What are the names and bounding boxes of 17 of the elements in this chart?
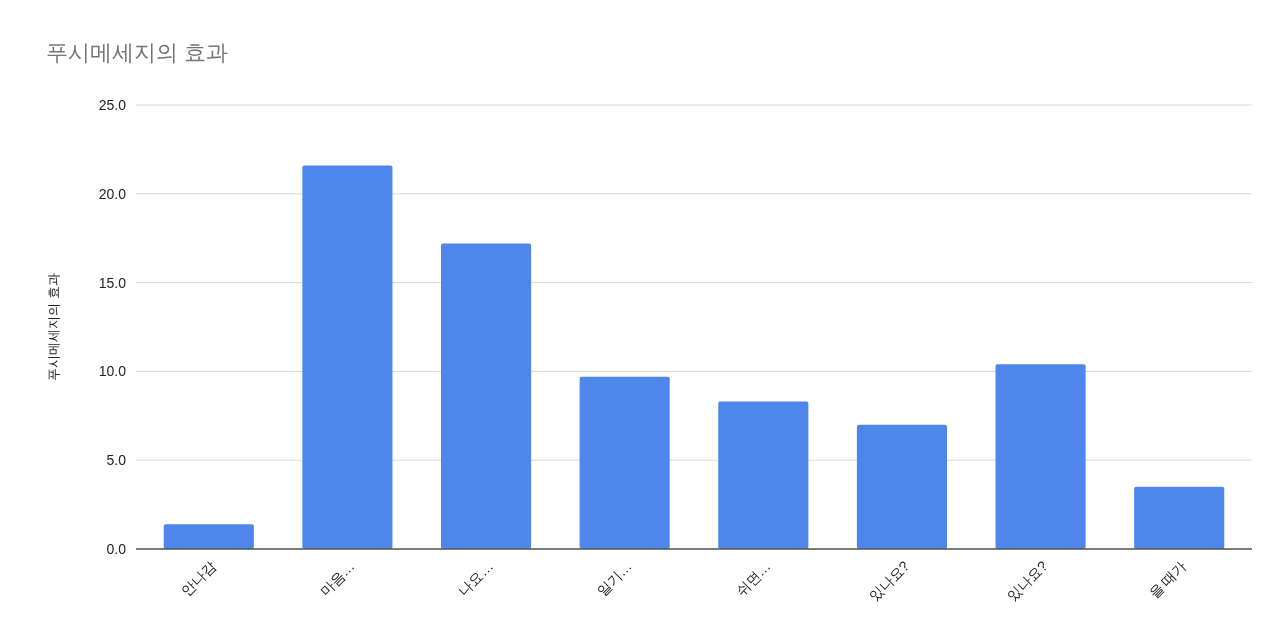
bar <box>995 364 1086 549</box>
y-tick-label: 10.0 <box>98 363 127 380</box>
y-tick-label: 20.0 <box>98 185 127 202</box>
bar <box>1134 486 1225 549</box>
y-tick-label: 0.0 <box>106 540 127 557</box>
bar <box>579 376 670 549</box>
bar <box>163 524 254 549</box>
y-tick-label: 5.0 <box>106 452 127 469</box>
y-tick-label: 25.0 <box>98 96 127 113</box>
y-tick-label: 15.0 <box>98 274 127 291</box>
x-tick-label: 을 때가 <box>1145 557 1190 602</box>
y-axis-title: 푸시메세지의 효과 <box>46 273 61 381</box>
bar <box>302 165 393 549</box>
bar <box>440 243 532 549</box>
bar <box>718 401 809 549</box>
chart-title: 푸시메세지의 효과 <box>46 40 229 65</box>
bar <box>856 424 948 549</box>
